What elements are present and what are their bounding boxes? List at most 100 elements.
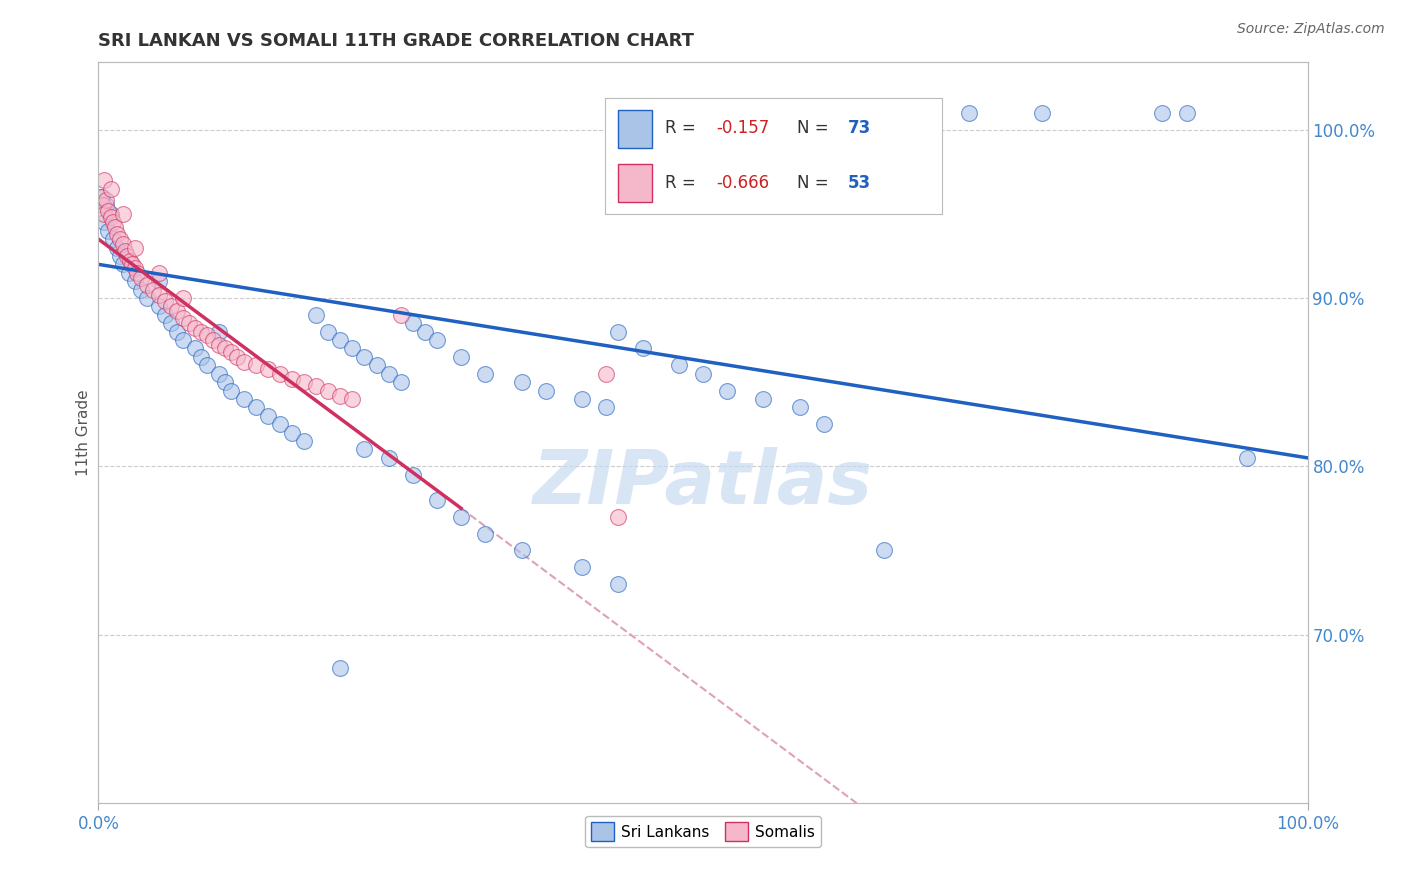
Point: [100, 207, 122, 221]
Point: [474, 367, 496, 381]
Point: [101, 215, 124, 229]
Point: [172, 291, 194, 305]
Point: [305, 308, 328, 322]
Point: [94, 194, 117, 208]
Point: [595, 367, 617, 381]
Point: [135, 291, 157, 305]
Point: [474, 526, 496, 541]
Point: [184, 342, 207, 356]
Point: [94, 198, 117, 212]
Point: [256, 409, 278, 423]
Text: R =: R =: [665, 174, 702, 192]
Point: [1031, 106, 1053, 120]
Point: [97, 203, 120, 218]
Point: [226, 350, 249, 364]
Point: [184, 321, 207, 335]
Text: -0.666: -0.666: [716, 174, 769, 192]
Point: [534, 384, 557, 398]
Text: -0.157: -0.157: [716, 120, 769, 137]
Point: [316, 384, 339, 398]
Point: [245, 359, 267, 373]
Point: [124, 274, 146, 288]
Point: [195, 328, 218, 343]
Point: [148, 300, 170, 314]
Point: [142, 283, 165, 297]
Point: [153, 294, 176, 309]
Point: [104, 220, 127, 235]
Point: [166, 304, 188, 318]
Point: [813, 417, 835, 432]
Point: [129, 283, 152, 297]
Point: [214, 342, 236, 356]
Point: [179, 316, 201, 330]
Point: [172, 311, 194, 326]
Point: [190, 350, 212, 364]
Point: [595, 401, 617, 415]
Point: [135, 277, 157, 292]
Text: N =: N =: [797, 174, 834, 192]
Point: [208, 367, 231, 381]
Point: [172, 333, 194, 347]
Point: [160, 316, 183, 330]
Point: [245, 401, 267, 415]
Point: [607, 325, 630, 339]
Point: [957, 106, 980, 120]
Point: [292, 434, 315, 448]
Point: [148, 287, 170, 301]
Point: [124, 260, 146, 275]
Point: [402, 467, 425, 482]
Legend: Sri Lankans, Somalis: Sri Lankans, Somalis: [585, 816, 821, 847]
Point: [366, 359, 388, 373]
Point: [389, 375, 412, 389]
Point: [1175, 106, 1198, 120]
Point: [752, 392, 775, 406]
Point: [111, 257, 134, 271]
Point: [221, 344, 243, 359]
Point: [668, 359, 690, 373]
Point: [1236, 450, 1258, 465]
FancyBboxPatch shape: [619, 110, 652, 148]
Point: [873, 543, 896, 558]
Text: ZIPatlas: ZIPatlas: [533, 447, 873, 520]
Point: [342, 392, 364, 406]
Point: [450, 509, 472, 524]
Point: [105, 227, 128, 241]
Point: [93, 207, 115, 221]
FancyBboxPatch shape: [619, 164, 652, 202]
Point: [214, 375, 236, 389]
Point: [208, 325, 231, 339]
Point: [269, 367, 291, 381]
Point: [202, 333, 225, 347]
Point: [121, 257, 143, 271]
Point: [329, 389, 352, 403]
Point: [607, 509, 630, 524]
Text: N =: N =: [797, 120, 834, 137]
Point: [232, 392, 254, 406]
Text: SRI LANKAN VS SOMALI 11TH GRADE CORRELATION CHART: SRI LANKAN VS SOMALI 11TH GRADE CORRELAT…: [98, 32, 695, 50]
Point: [450, 350, 472, 364]
Point: [111, 207, 134, 221]
Point: [692, 367, 714, 381]
Point: [127, 266, 149, 280]
Point: [100, 211, 122, 225]
Point: [105, 241, 128, 255]
Point: [510, 375, 533, 389]
Point: [90, 190, 112, 204]
Point: [91, 198, 114, 212]
Point: [195, 359, 218, 373]
Point: [190, 325, 212, 339]
Point: [402, 316, 425, 330]
Point: [329, 333, 352, 347]
Point: [153, 308, 176, 322]
Point: [571, 392, 593, 406]
Point: [316, 325, 339, 339]
Point: [221, 384, 243, 398]
Point: [124, 241, 146, 255]
Point: [281, 372, 304, 386]
Point: [256, 361, 278, 376]
Point: [305, 378, 328, 392]
Point: [91, 190, 114, 204]
Point: [281, 425, 304, 440]
Text: R =: R =: [665, 120, 702, 137]
Point: [353, 442, 375, 457]
